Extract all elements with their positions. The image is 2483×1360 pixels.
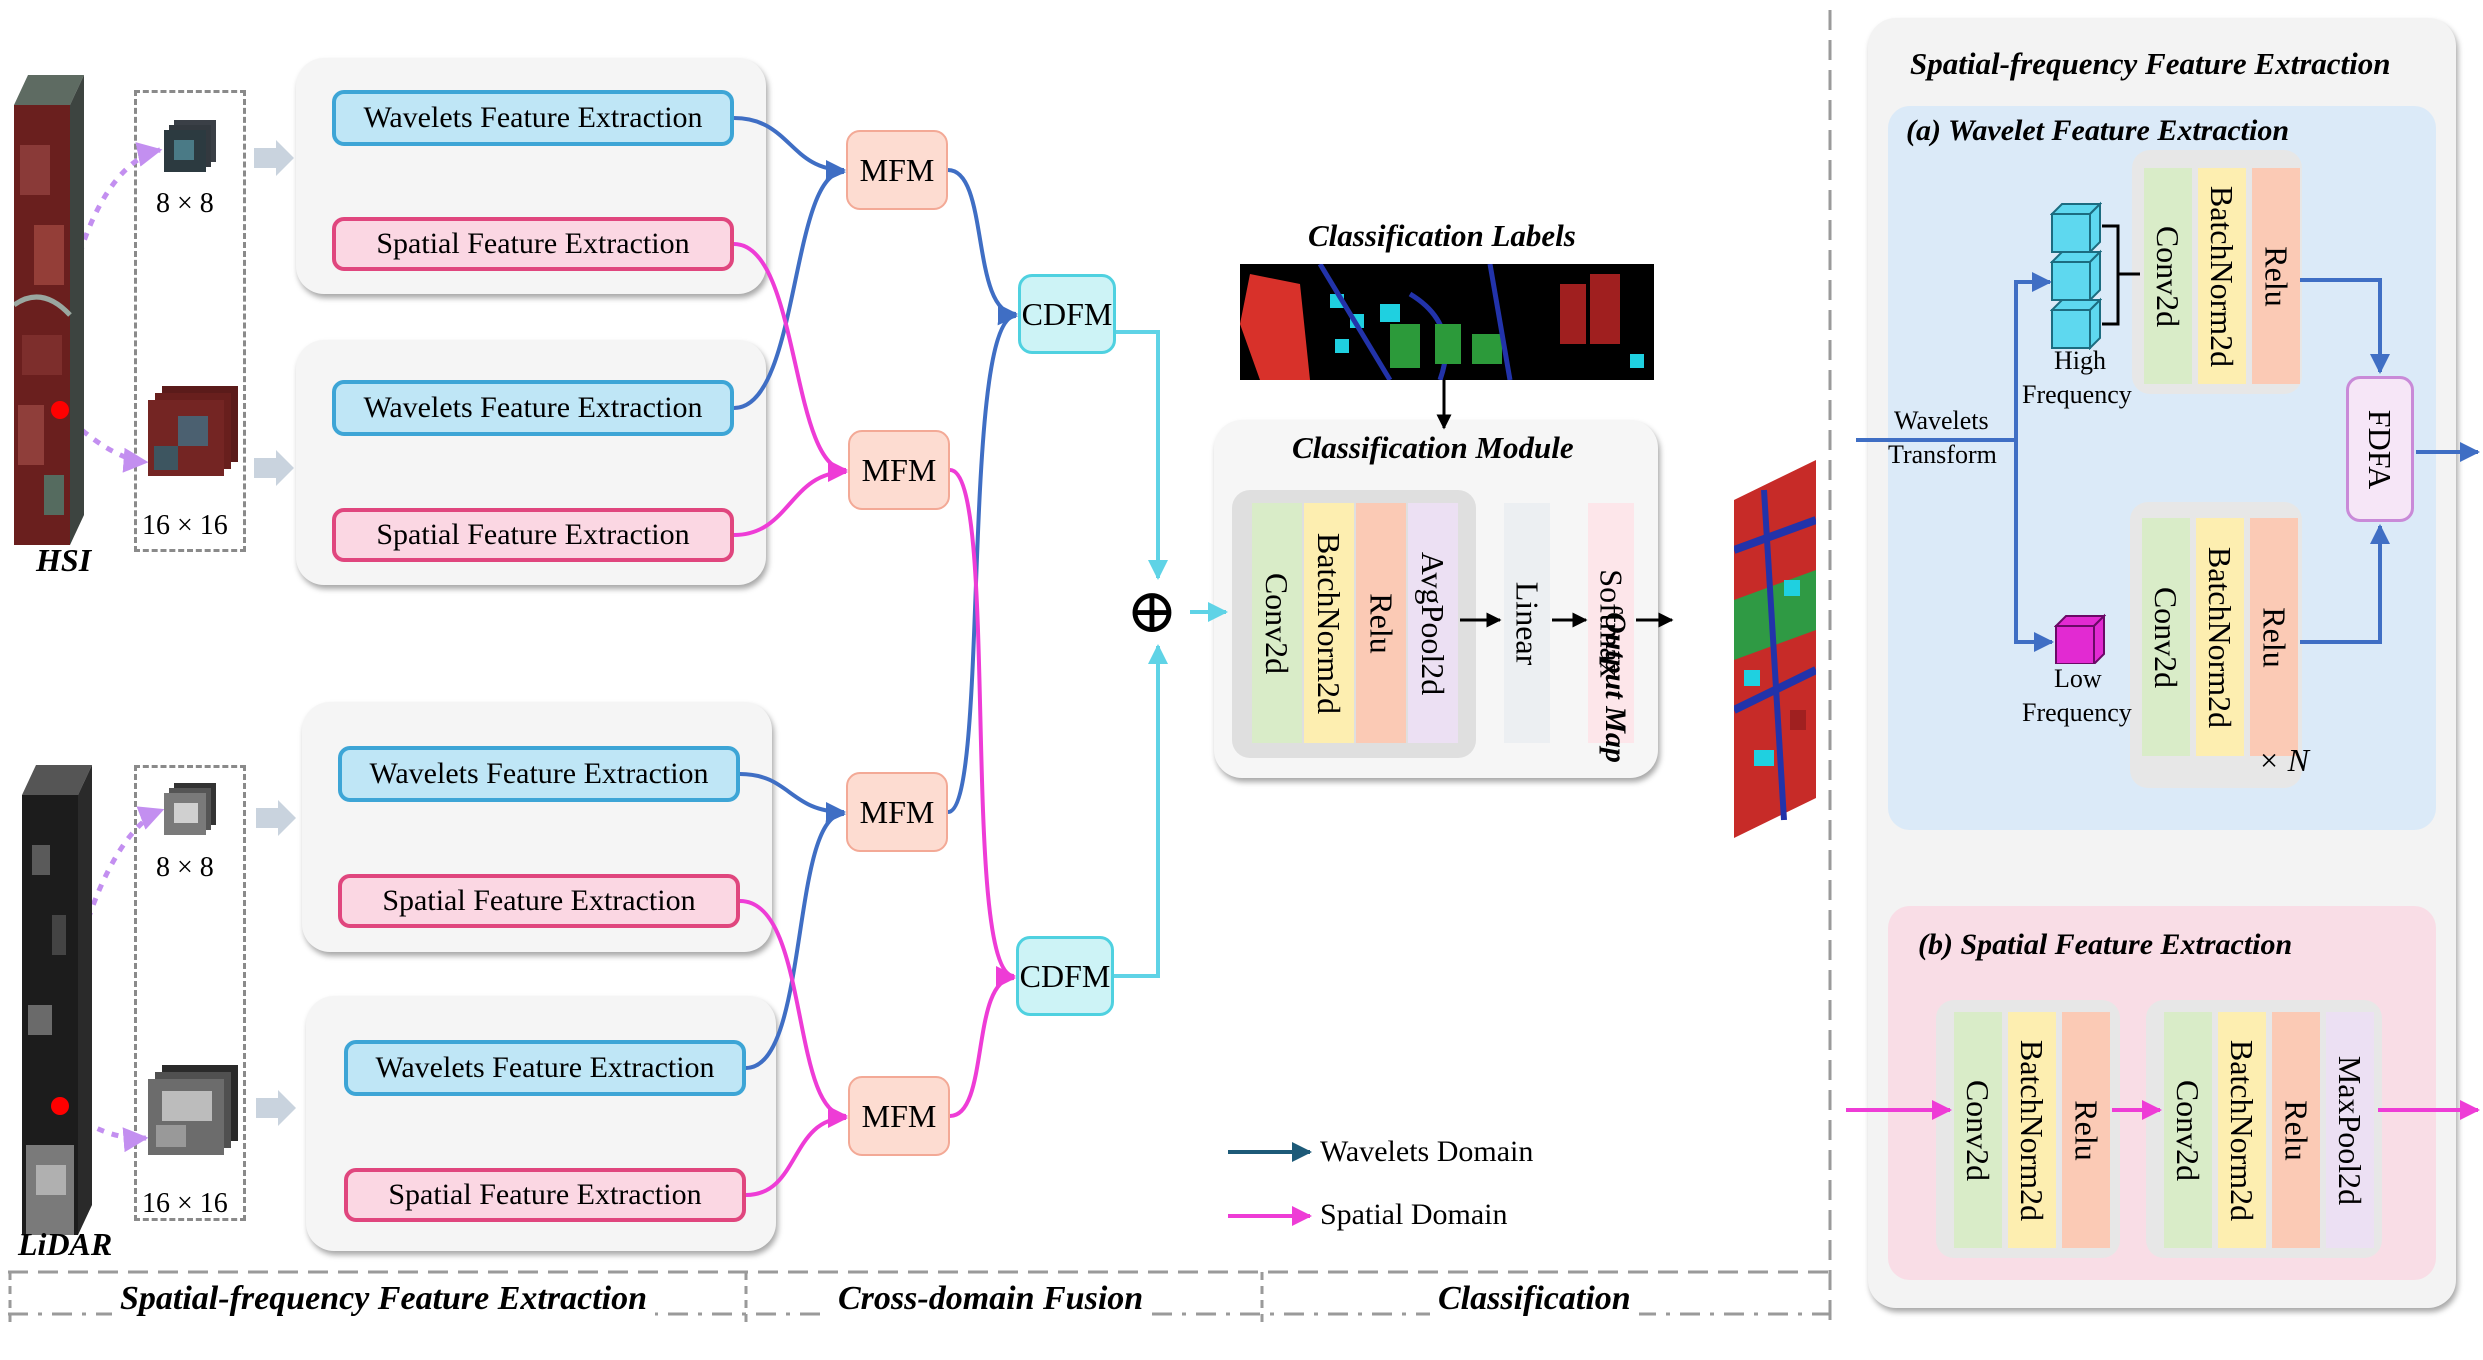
fdfa-block: FDFA <box>2346 376 2414 522</box>
wfe-lidar-large: Wavelets Feature Extraction <box>344 1040 746 1096</box>
sp2-layer-batchnorm2d: BatchNorm2d <box>2218 1012 2266 1248</box>
spatial-extraction-title: (b) Spatial Feature Extraction <box>1918 928 2293 961</box>
lidar-patch-small-label: 8 × 8 <box>156 852 214 883</box>
wfe-lidar-small: Wavelets Feature Extraction <box>338 746 740 802</box>
high-layer-batchnorm2d: BatchNorm2d <box>2198 168 2246 384</box>
cls-layer-relu: Relu <box>1356 503 1406 743</box>
cdfm-2: CDFM <box>1016 936 1114 1016</box>
legend-wavelets-domain: Wavelets Domain <box>1320 1135 1534 1168</box>
footer-section-feature-extraction: Spatial-frequency Feature Extraction <box>112 1280 655 1318</box>
wfe-hsi-large: Wavelets Feature Extraction <box>332 380 734 436</box>
mfm-3: MFM <box>846 772 948 852</box>
lidar-patch-large-label: 16 × 16 <box>142 1188 228 1219</box>
low-layer-relu: Relu <box>2250 518 2298 756</box>
low-frequency-label-2: Frequency <box>2022 698 2132 727</box>
classification-module-title: Classification Module <box>1292 430 1574 465</box>
low-frequency-cube <box>2054 613 2106 664</box>
legend-spatial-domain: Spatial Domain <box>1320 1198 1508 1231</box>
mfm-1: MFM <box>846 130 948 210</box>
sum-node: ⊕ <box>1126 578 1178 646</box>
wavelets-transform-label-2: Transform <box>1888 440 1997 469</box>
hsi-patch-8 <box>164 120 216 172</box>
cls-layer-avgpool2d: AvgPool2d <box>1408 503 1458 743</box>
footer-section-classification: Classification <box>1430 1280 1639 1318</box>
right-panel-title: Spatial-frequency Feature Extraction <box>1910 46 2391 81</box>
wavelet-extraction-title: (a) Wavelet Feature Extraction <box>1906 114 2290 147</box>
high-frequency-cubes <box>2050 201 2102 350</box>
high-frequency-label-1: High <box>2054 346 2106 375</box>
hsi-patch-large-label: 16 × 16 <box>142 510 228 541</box>
high-layer-conv2d: Conv2d <box>2144 168 2192 384</box>
cdfm-1: CDFM <box>1018 274 1116 354</box>
output-map-label: Output Map <box>1599 612 1632 763</box>
footer-section-fusion: Cross-domain Fusion <box>830 1280 1152 1318</box>
sp1-layer-relu: Relu <box>2062 1012 2110 1248</box>
sfe-hsi-large: Spatial Feature Extraction <box>332 508 734 562</box>
sp2-layer-maxpool2d: MaxPool2d <box>2326 1012 2374 1248</box>
hsi-patch-small-label: 8 × 8 <box>156 188 214 219</box>
hsi-label: HSI <box>36 542 92 578</box>
mfm-2: MFM <box>848 430 950 510</box>
sfe-lidar-large: Spatial Feature Extraction <box>344 1168 746 1222</box>
lidar-image <box>22 765 92 1235</box>
cls-layer-linear: Linear <box>1504 503 1550 743</box>
cls-layer-conv2d: Conv2d <box>1252 503 1302 743</box>
output-map-image <box>1734 460 1816 838</box>
sfe-lidar-small: Spatial Feature Extraction <box>338 874 740 928</box>
low-layer-conv2d: Conv2d <box>2142 518 2190 756</box>
sp1-layer-conv2d: Conv2d <box>1954 1012 2002 1248</box>
cls-layer-softmax: Softmax <box>1588 503 1634 743</box>
sp2-layer-conv2d: Conv2d <box>2164 1012 2212 1248</box>
cls-layer-batchnorm2d: BatchNorm2d <box>1304 503 1354 743</box>
hsi-sample-point <box>51 401 69 419</box>
high-frequency-label-2: Frequency <box>2022 380 2132 409</box>
low-layer-batchnorm2d: BatchNorm2d <box>2196 518 2244 756</box>
mfm-4: MFM <box>848 1076 950 1156</box>
wfe-hsi-small: Wavelets Feature Extraction <box>332 90 734 146</box>
hsi-image <box>14 75 84 545</box>
high-layer-relu: Relu <box>2252 168 2300 384</box>
wavelets-transform-label-1: Wavelets <box>1894 406 1989 435</box>
classification-labels-title: Classification Labels <box>1308 218 1576 253</box>
classification-labels-map <box>1240 264 1654 380</box>
hsi-patch-16 <box>148 386 238 476</box>
sfe-hsi-small: Spatial Feature Extraction <box>332 217 734 271</box>
lidar-label: LiDAR <box>18 1226 113 1262</box>
lidar-patch-8 <box>164 783 216 835</box>
lidar-sample-point <box>51 1097 69 1115</box>
lidar-patch-16 <box>148 1065 238 1155</box>
sp1-layer-batchnorm2d: BatchNorm2d <box>2008 1012 2056 1248</box>
sp2-layer-relu: Relu <box>2272 1012 2320 1248</box>
low-frequency-label-1: Low <box>2054 664 2102 693</box>
repeat-n-label: × N <box>2258 742 2309 778</box>
